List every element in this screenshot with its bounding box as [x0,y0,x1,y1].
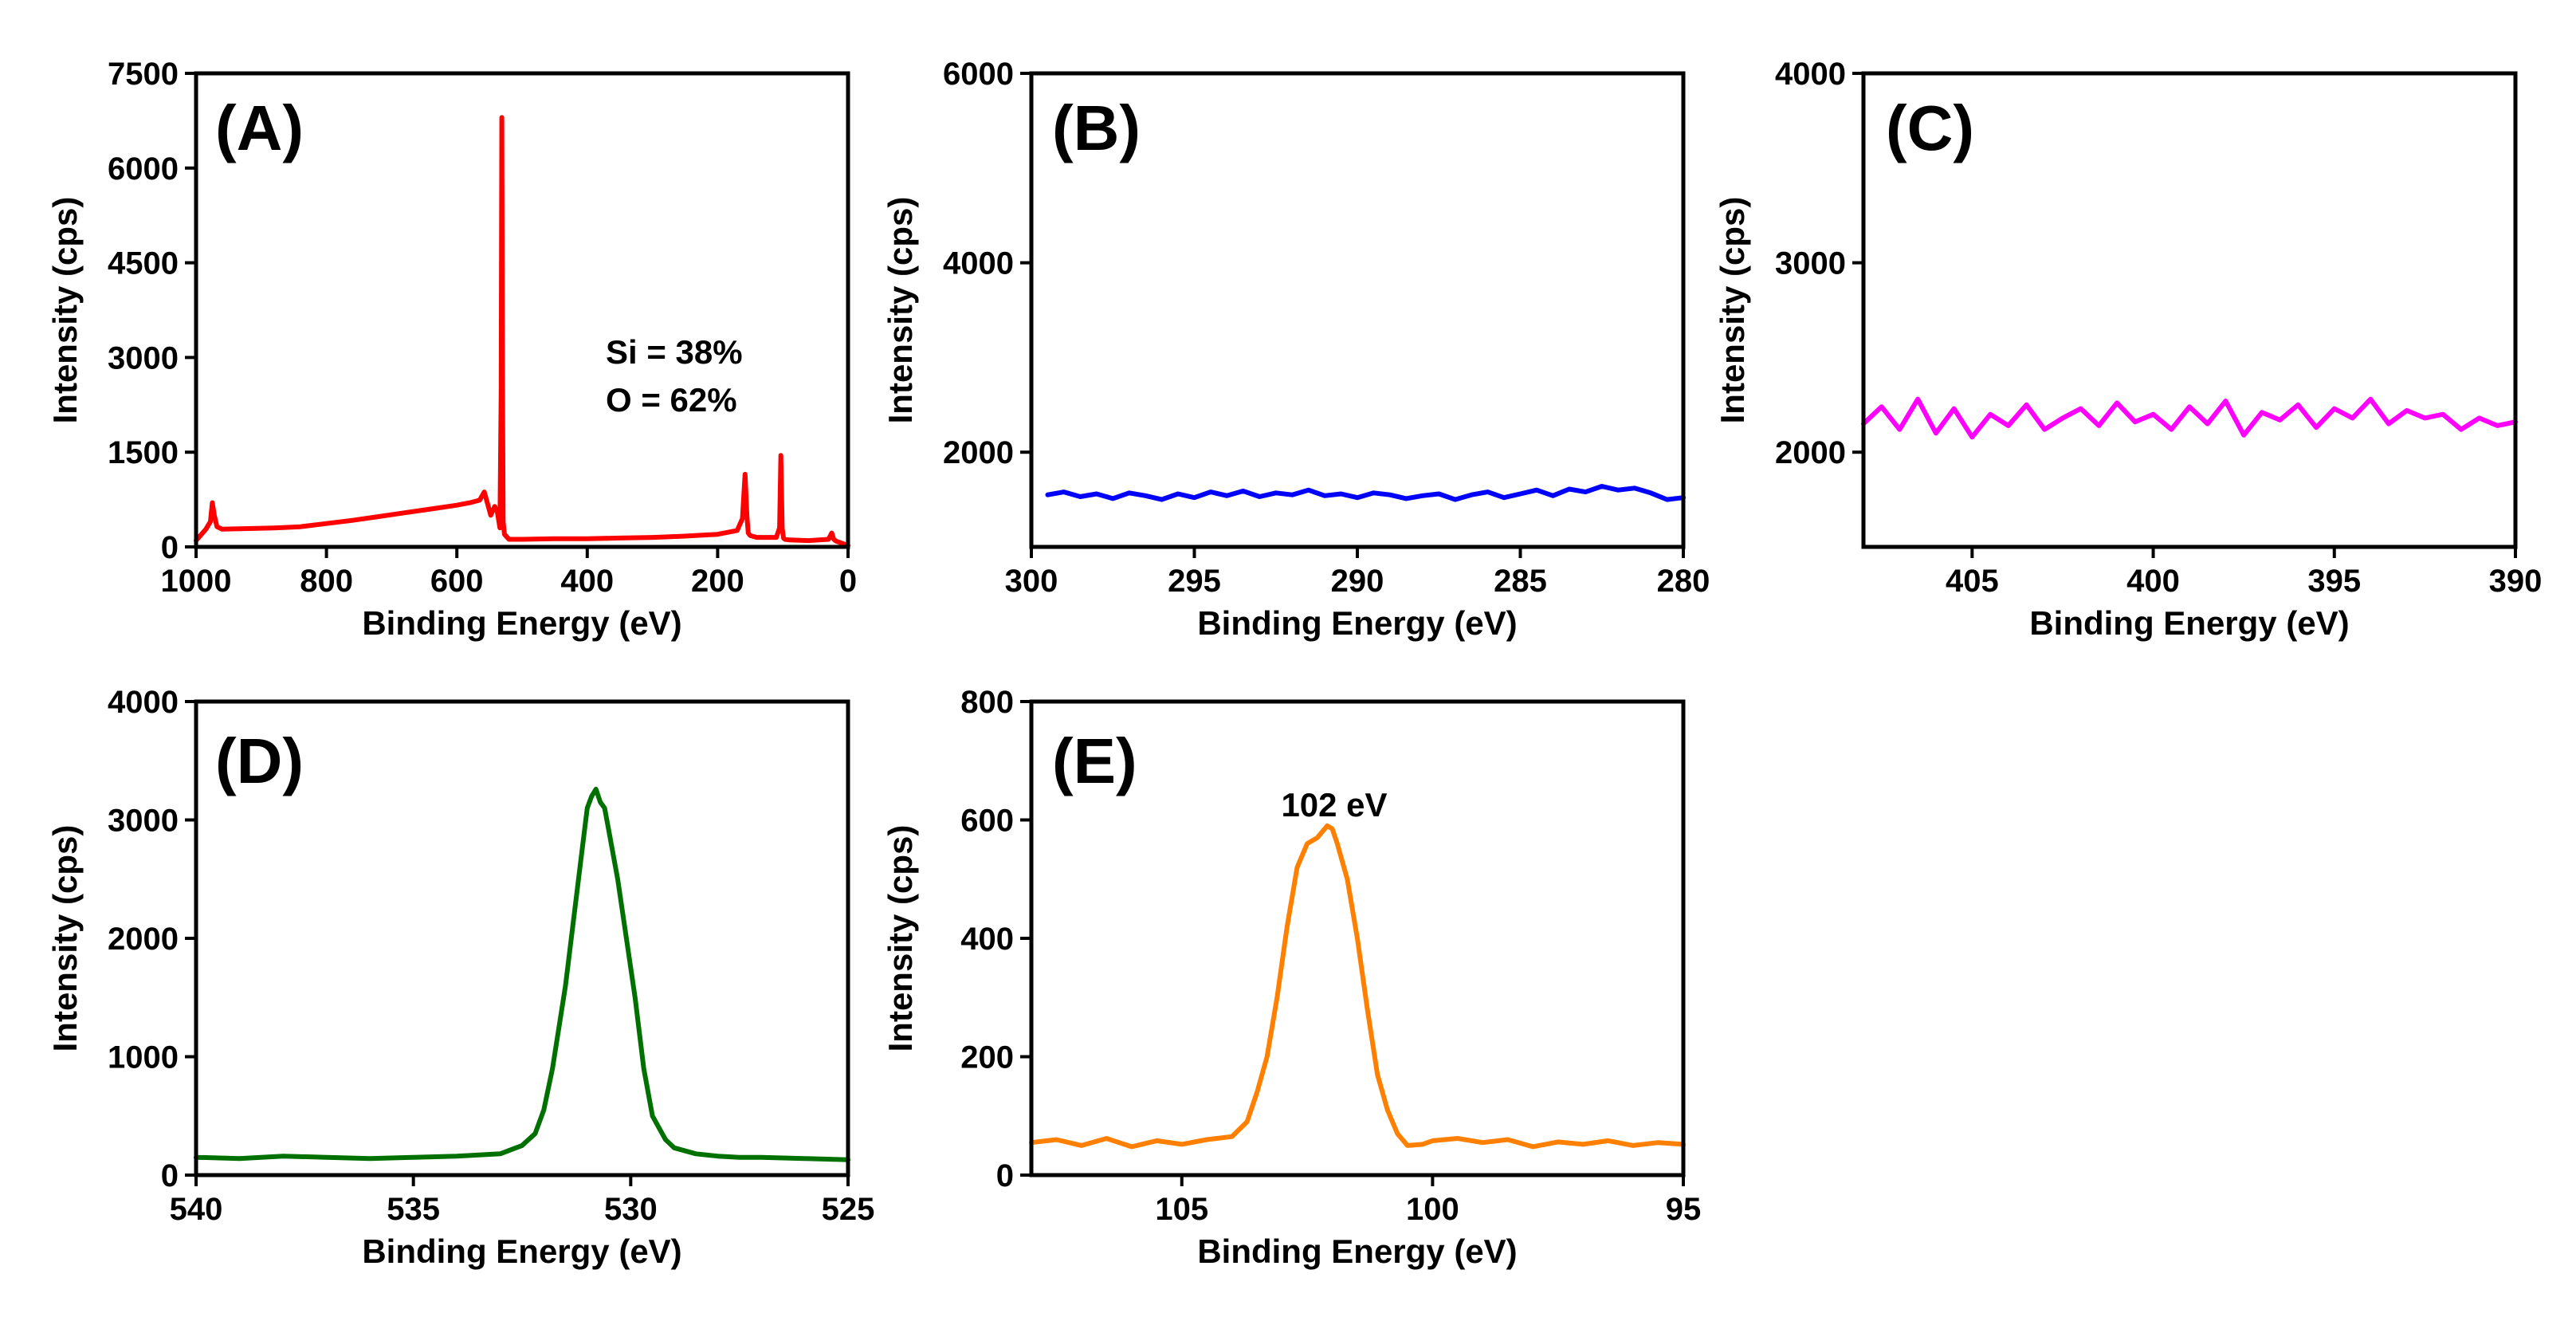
x-axis-title: Binding Energy (eV) [362,604,681,642]
y-axis-title: Intensity (cps) [1714,197,1751,424]
series-line-e-0 [1029,823,1686,1150]
y-tick-label: 2000 [943,435,1014,470]
panel-label: (B) [1052,92,1141,163]
panel-label: (A) [215,92,304,163]
y-tick-label: 200 [960,1040,1014,1075]
x-tick-label: 405 [1946,564,1999,599]
y-tick-label: 2000 [1775,435,1846,470]
x-tick-label: 0 [839,564,857,599]
y-tick-label: 4000 [108,685,179,720]
x-tick-label: 530 [604,1192,658,1227]
annotation-text: Si = 38% [606,333,743,371]
x-axis-title: Binding Energy (eV) [1197,1232,1517,1270]
x-tick-label: 800 [300,564,353,599]
y-tick-label: 0 [161,1158,179,1193]
y-tick-label: 800 [960,685,1014,720]
chart-panel-a: 1000 800 600 400 200 0 0 1500 3000 4500 6000 7500 Bi… [46,57,857,642]
y-tick-label: 400 [960,922,1014,957]
x-tick-label: 535 [387,1192,440,1227]
x-tick-label: 280 [1657,564,1710,599]
x-axis-title: Binding Energy (eV) [1197,604,1517,642]
x-tick-label: 390 [2489,564,2543,599]
x-axis-title: Binding Energy (eV) [2029,604,2349,642]
x-tick-label: 525 [822,1192,875,1227]
y-axis-title: Intensity (cps) [882,197,919,424]
x-tick-label: 285 [1494,564,1547,599]
panel-label: (E) [1052,725,1137,796]
chart-panel-d: 540 535 530 525 0 1000 2000 3000 4000 Binding Ene… [46,685,874,1270]
series-line-b-0 [1045,484,1686,502]
y-tick-label: 0 [996,1158,1014,1193]
y-tick-label: 1500 [108,435,179,470]
x-tick-label: 95 [1666,1192,1702,1227]
x-tick-label: 300 [1005,564,1058,599]
y-tick-label: 600 [960,804,1014,839]
y-tick-label: 3000 [108,804,179,839]
x-tick-label: 1000 [161,564,232,599]
y-tick-label: 6000 [943,57,1014,92]
series-line-d-0 [194,786,850,1162]
y-tick-label: 6000 [108,151,179,187]
y-tick-label: 4000 [943,246,1014,281]
x-axis-title: Binding Energy (eV) [362,1232,681,1270]
y-tick-label: 3000 [108,340,179,375]
x-tick-label: 105 [1155,1192,1208,1227]
y-axis-title: Intensity (cps) [46,197,84,424]
series-line-c-0 [1861,396,2518,440]
annotation-text: 102 eV [1281,786,1387,824]
y-tick-label: 2000 [108,922,179,957]
y-axis-title: Intensity (cps) [46,825,84,1052]
chart-panel-b: 300 295 290 285 280 2000 4000 6000 Binding Energ… [882,57,1710,642]
x-tick-label: 100 [1406,1192,1459,1227]
x-tick-label: 400 [560,564,614,599]
y-tick-label: 4500 [108,246,179,281]
x-tick-label: 400 [2126,564,2180,599]
series-line-a-0 [194,115,850,548]
y-tick-label: 0 [161,530,179,565]
y-tick-label: 1000 [108,1040,179,1075]
chart-panel-e: 105 100 95 0 200 400 600 800 Binding Energy (eV)… [882,685,1701,1270]
x-tick-label: 540 [170,1192,223,1227]
x-tick-label: 295 [1168,564,1221,599]
y-tick-label: 7500 [108,57,179,92]
y-tick-label: 3000 [1775,246,1846,281]
x-tick-label: 200 [691,564,744,599]
x-tick-label: 290 [1331,564,1384,599]
x-tick-label: 395 [2307,564,2361,599]
plot-frame-c [1861,71,2518,549]
panel-label: (D) [215,725,304,796]
chart-panel-c: 405 400 395 390 2000 3000 4000 Binding Energy (… [1714,57,2542,642]
y-tick-label: 4000 [1775,57,1846,92]
x-tick-label: 600 [430,564,484,599]
annotation-text: O = 62% [606,381,737,419]
plot-frame-a [194,71,850,549]
panel-label: (C) [1886,92,1974,163]
y-axis-title: Intensity (cps) [882,825,919,1052]
